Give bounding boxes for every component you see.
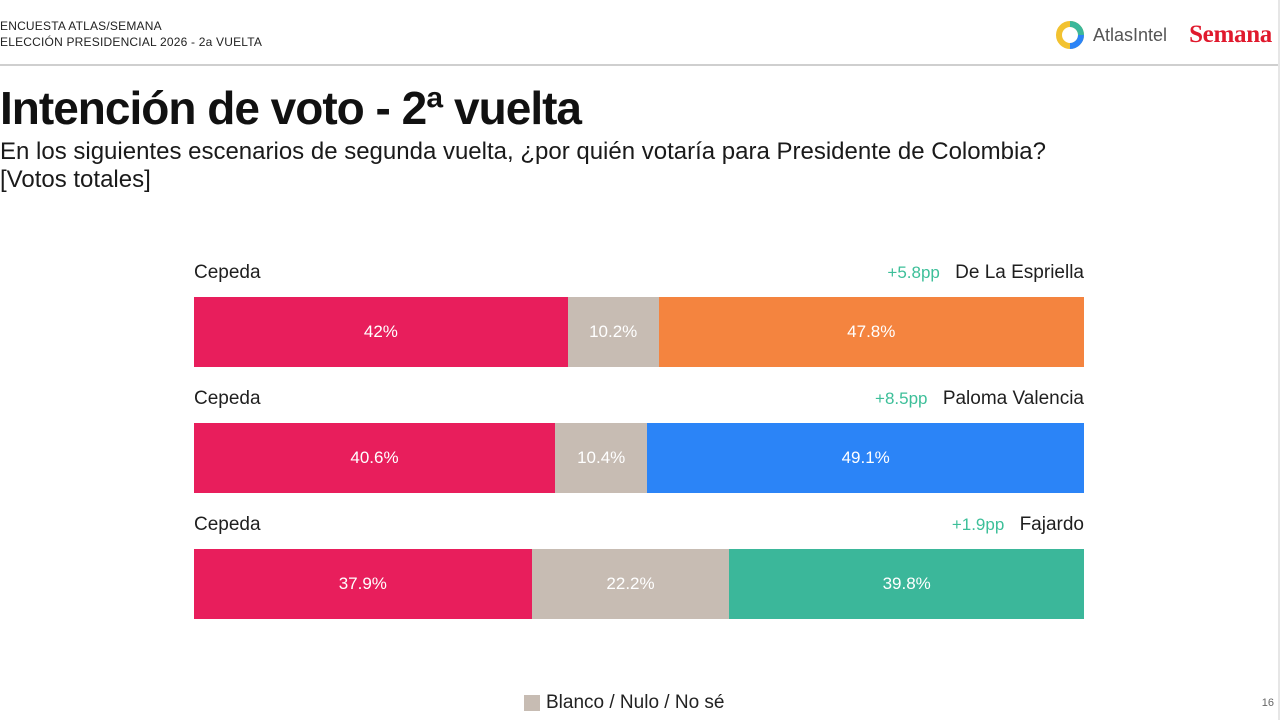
right-edge-line xyxy=(1278,0,1280,720)
stacked-bar: 40.6% 10.4% 49.1% xyxy=(194,423,1084,493)
question-text: En los siguientes escenarios de segunda … xyxy=(0,138,1270,194)
atlasintel-logo: AtlasIntel xyxy=(1055,20,1167,50)
left-candidate-label: Cepeda xyxy=(194,388,261,409)
survey-header: ENCUESTA ATLAS/SEMANA ELECCIÓN PRESIDENC… xyxy=(0,18,262,50)
difference-label: +5.8pp xyxy=(887,263,940,282)
bar-segment-right: 49.1% xyxy=(647,423,1084,493)
bar-segment-blank: 22.2% xyxy=(531,549,730,619)
survey-name: ENCUESTA ATLAS/SEMANA xyxy=(0,19,162,33)
bar-segment-left: 37.9% xyxy=(194,549,532,619)
difference-label: +1.9pp xyxy=(951,515,1005,534)
right-candidate-label: Fajardo xyxy=(1019,514,1084,535)
logos: AtlasIntel Semana xyxy=(1055,18,1272,52)
stacked-bar: 37.9% 22.2% 39.8% xyxy=(194,549,1084,619)
difference-label: +8.5pp xyxy=(875,389,928,408)
bar-segment-left: 40.6% xyxy=(194,423,555,493)
survey-subject: ELECCIÓN PRESIDENCIAL 2026 - 2a VUELTA xyxy=(0,35,263,49)
page-title: Intención de voto - 2ª vuelta xyxy=(0,82,582,134)
right-candidate-label: Paloma Valencia xyxy=(942,388,1084,409)
bar-segment-right: 39.8% xyxy=(729,549,1084,619)
page-number: 16 xyxy=(1261,697,1274,709)
bar-segment-blank: 10.4% xyxy=(554,423,648,493)
atlasintel-mark-icon xyxy=(1056,21,1085,49)
question-line: En los siguientes escenarios de segunda … xyxy=(0,138,1046,165)
legend-swatch-blank xyxy=(524,695,540,711)
atlasintel-wordmark: AtlasIntel xyxy=(1093,24,1168,45)
left-candidate-label: Cepeda xyxy=(194,262,261,283)
legend-label-blank: Blanco / Nulo / No sé xyxy=(546,692,725,713)
scenario-2: Cepeda +8.5pp Paloma Valencia 40.6% 10.4… xyxy=(194,388,1084,493)
bar-segment-blank: 10.2% xyxy=(567,297,659,367)
scenario-1: Cepeda +5.8pp De La Espriella 42% 10.2% … xyxy=(194,262,1084,367)
left-candidate-label: Cepeda xyxy=(194,514,261,535)
bar-segment-left: 42% xyxy=(194,297,568,367)
scenario-3: Cepeda +1.9pp Fajardo 37.9% 22.2% 39.8% xyxy=(194,514,1084,619)
stacked-bar: 42% 10.2% 47.8% xyxy=(194,297,1084,367)
bar-segment-right: 47.8% xyxy=(658,297,1084,367)
right-candidate-label: De La Espriella xyxy=(955,262,1084,283)
header-divider xyxy=(0,64,1278,66)
semana-logo: Semana xyxy=(1189,21,1272,48)
question-note: [Votos totales] xyxy=(0,166,151,193)
chart-legend: Blanco / Nulo / No sé xyxy=(524,692,724,714)
